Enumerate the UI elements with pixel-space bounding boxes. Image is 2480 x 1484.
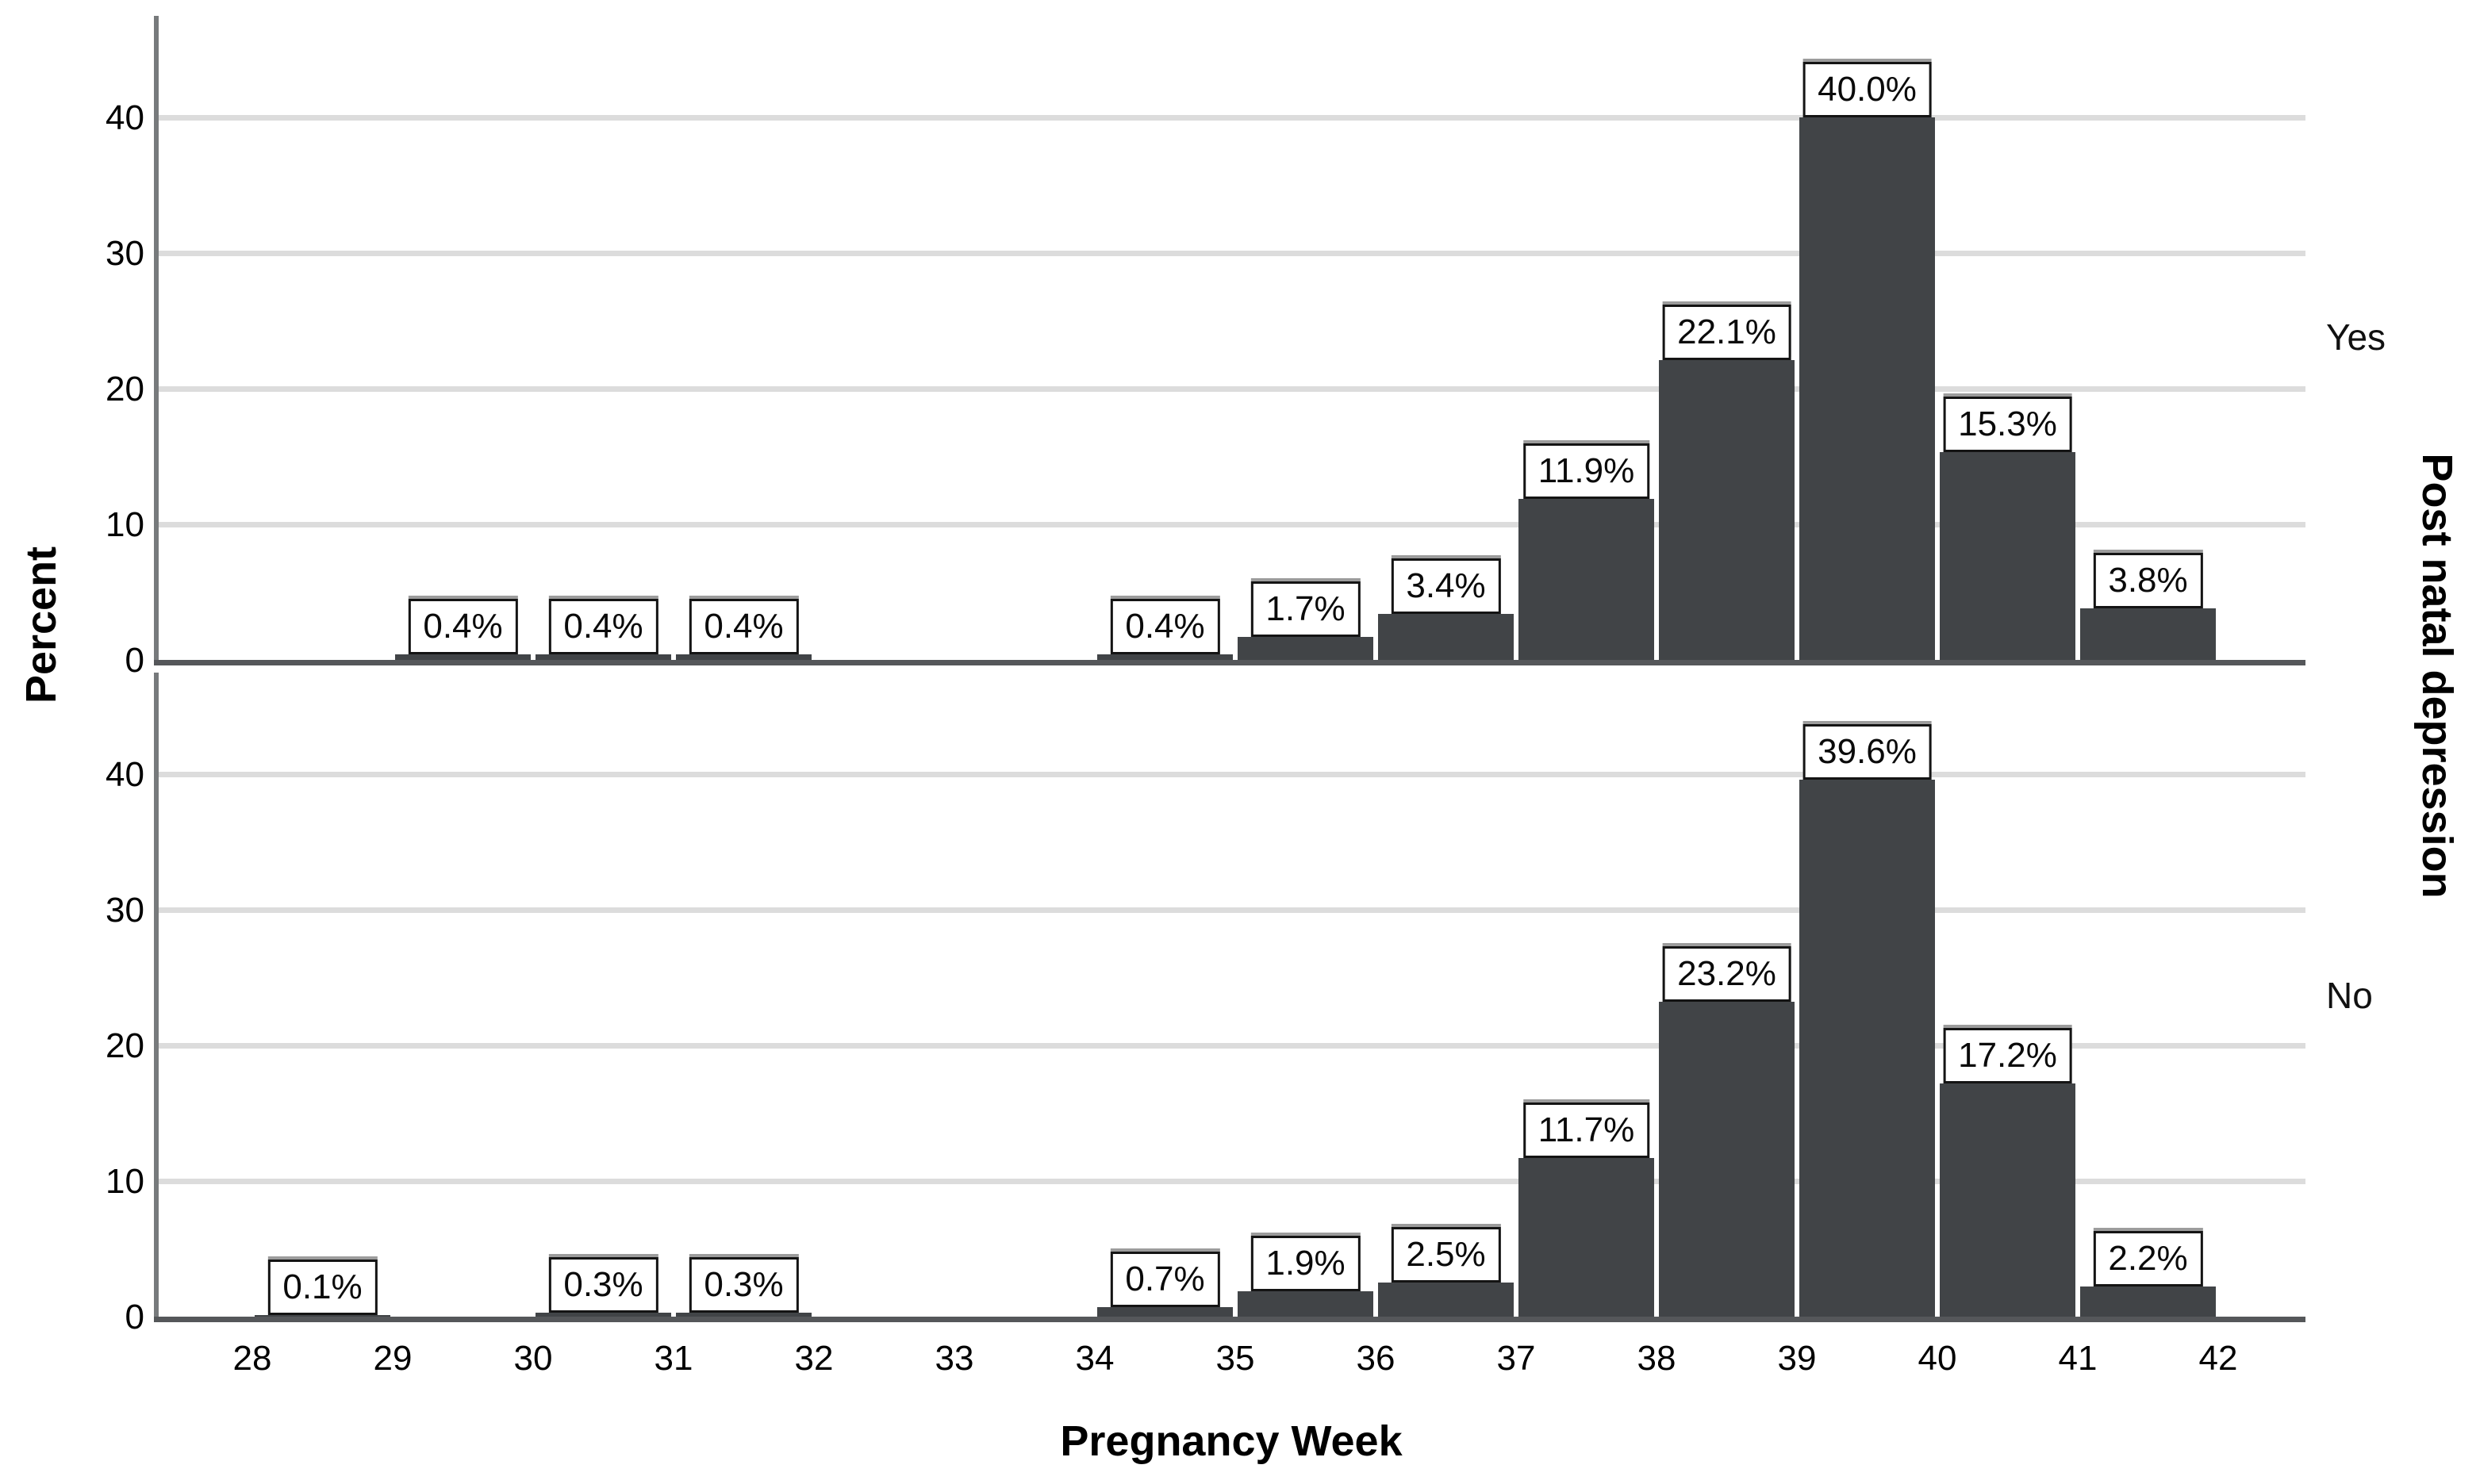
bar-value-label: 2.5% — [1391, 1226, 1501, 1283]
bar-value-label: 22.1% — [1662, 304, 1791, 360]
facet-value-label: No — [2326, 975, 2373, 1016]
histogram-bar — [1799, 780, 1935, 1317]
y-axis-line — [154, 673, 159, 1322]
bar-value-label: 0.4% — [408, 598, 518, 654]
bar-value-label: 3.8% — [2093, 552, 2203, 608]
y-tick-label: 30 — [106, 234, 144, 273]
x-tick-label: 37 — [1496, 1339, 1536, 1378]
bar-value-label: 11.9% — [1522, 443, 1650, 499]
bar-value-label: 11.7% — [1522, 1102, 1650, 1158]
histogram-bar — [1659, 360, 1795, 660]
gridline-y40 — [154, 115, 2305, 121]
y-axis-line — [154, 16, 159, 665]
histogram-bar — [676, 654, 812, 660]
x-tick-label: 34 — [1075, 1339, 1115, 1378]
x-axis-title: Pregnancy Week — [1060, 1417, 1403, 1465]
histogram-bar — [1659, 1002, 1795, 1317]
x-tick-label: 33 — [935, 1339, 974, 1378]
x-tick-label: 28 — [232, 1339, 272, 1378]
y-tick-label: 40 — [106, 98, 144, 137]
bar-value-label: 15.3% — [1943, 396, 2072, 452]
histogram-bar — [1940, 1083, 2075, 1317]
x-tick-label: 29 — [373, 1339, 413, 1378]
x-tick-label: 32 — [794, 1339, 834, 1378]
y-tick-label: 10 — [106, 1162, 144, 1201]
bar-value-label: 1.7% — [1250, 581, 1361, 637]
histogram-bar — [395, 654, 531, 660]
histogram-bar — [676, 1313, 812, 1317]
bar-value-label: 39.6% — [1802, 723, 1932, 780]
histogram-bar — [1238, 1291, 1373, 1317]
x-tick-label: 30 — [513, 1339, 553, 1378]
histogram-bar — [1378, 614, 1514, 660]
histogram-bar — [1238, 637, 1373, 660]
bar-value-label: 2.2% — [2093, 1230, 2203, 1287]
histogram-bar — [2080, 608, 2216, 660]
bar-value-label: 1.9% — [1250, 1235, 1361, 1291]
y-tick-label: 40 — [106, 755, 144, 794]
bar-value-label: 0.7% — [1110, 1251, 1220, 1307]
bar-value-label: 0.4% — [689, 598, 799, 654]
histogram-bar — [1518, 1158, 1654, 1317]
x-tick-label: 35 — [1215, 1339, 1255, 1378]
y-tick-label: 30 — [106, 891, 144, 930]
bar-value-label: 23.2% — [1662, 945, 1791, 1002]
gridline-y30 — [154, 251, 2305, 256]
y-axis-title: Percent — [17, 546, 65, 704]
bar-value-label: 40.0% — [1802, 61, 1932, 117]
facet-axis-title: Post natal depression — [2413, 453, 2461, 899]
gridline-y20 — [154, 386, 2305, 392]
gridline-y10 — [154, 522, 2305, 527]
x-tick-label: 36 — [1356, 1339, 1395, 1378]
y-tick-label: 20 — [106, 1026, 144, 1065]
y-tick-label: 0 — [125, 641, 144, 680]
x-axis-line — [154, 660, 2305, 665]
bar-value-label: 17.2% — [1943, 1027, 2072, 1083]
x-tick-label: 38 — [1637, 1339, 1676, 1378]
bar-value-label: 0.3% — [548, 1256, 658, 1313]
histogram-bar — [1518, 499, 1654, 660]
gridline-y10 — [154, 1179, 2305, 1184]
histogram-bar — [1940, 452, 2075, 660]
y-tick-label: 10 — [106, 505, 144, 544]
facet-value-label: Yes — [2326, 316, 2386, 358]
y-tick-label: 0 — [125, 1298, 144, 1336]
gridline-y40 — [154, 772, 2305, 777]
histogram-bar — [255, 1315, 390, 1317]
x-tick-label: 31 — [654, 1339, 693, 1378]
histogram-bar — [1378, 1283, 1514, 1317]
histogram-bar — [536, 1313, 671, 1317]
x-axis-line — [154, 1317, 2305, 1322]
gridline-y30 — [154, 907, 2305, 913]
x-tick-label: 42 — [2198, 1339, 2238, 1378]
bar-value-label: 0.1% — [267, 1259, 378, 1315]
x-tick-label: 39 — [1777, 1339, 1817, 1378]
bar-value-label: 0.4% — [1110, 598, 1220, 654]
histogram-bar — [1097, 654, 1233, 660]
bar-value-label: 3.4% — [1391, 558, 1501, 614]
gridline-y20 — [154, 1043, 2305, 1049]
y-tick-label: 20 — [106, 370, 144, 408]
histogram-bar — [1799, 117, 1935, 660]
x-tick-label: 40 — [1918, 1339, 1957, 1378]
histogram-bar — [536, 654, 671, 660]
bar-value-label: 0.4% — [548, 598, 658, 654]
x-tick-label: 41 — [2058, 1339, 2098, 1378]
histogram-bar — [1097, 1307, 1233, 1317]
histogram-bar — [2080, 1287, 2216, 1317]
bar-value-label: 0.3% — [689, 1256, 799, 1313]
